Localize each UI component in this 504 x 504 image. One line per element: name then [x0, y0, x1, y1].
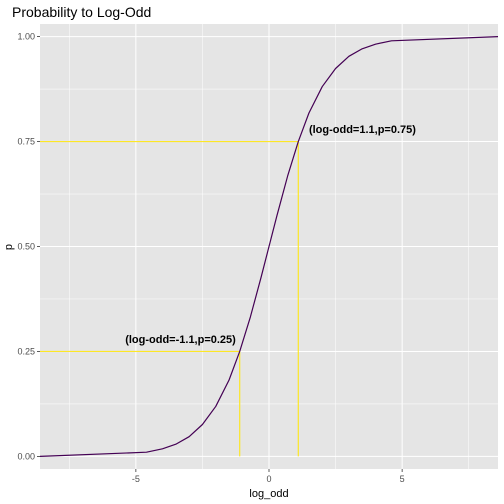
annotation-label: (log-odd=1.1,p=0.75) [309, 124, 416, 136]
chart-title: Probability to Log-Odd [12, 4, 151, 20]
x-axis: -5 0 5 [132, 469, 405, 484]
y-axis-title: p [3, 244, 15, 250]
annotations: (log-odd=1.1,p=0.75) (log-odd=-1.1,p=0.25… [125, 124, 416, 346]
series-lines [39, 35, 499, 458]
x-tick-label: 5 [400, 474, 405, 484]
series-line [39, 35, 499, 458]
x-tick-label: -5 [132, 474, 140, 484]
x-axis-title: log_odd [249, 488, 288, 500]
y-tick-label: 1.00 [17, 32, 35, 42]
y-tick-label: 0.75 [17, 137, 35, 147]
y-tick-label: 0.00 [17, 451, 35, 461]
y-tick-label: 0.50 [17, 242, 35, 252]
x-tick-label: 0 [266, 474, 271, 484]
y-tick-label: 0.25 [17, 346, 35, 356]
guide-lines [40, 140, 299, 457]
annotation-label: (log-odd=-1.1,p=0.25) [125, 334, 236, 346]
y-axis: 0.00 0.25 0.50 0.75 1.00 [17, 32, 40, 461]
